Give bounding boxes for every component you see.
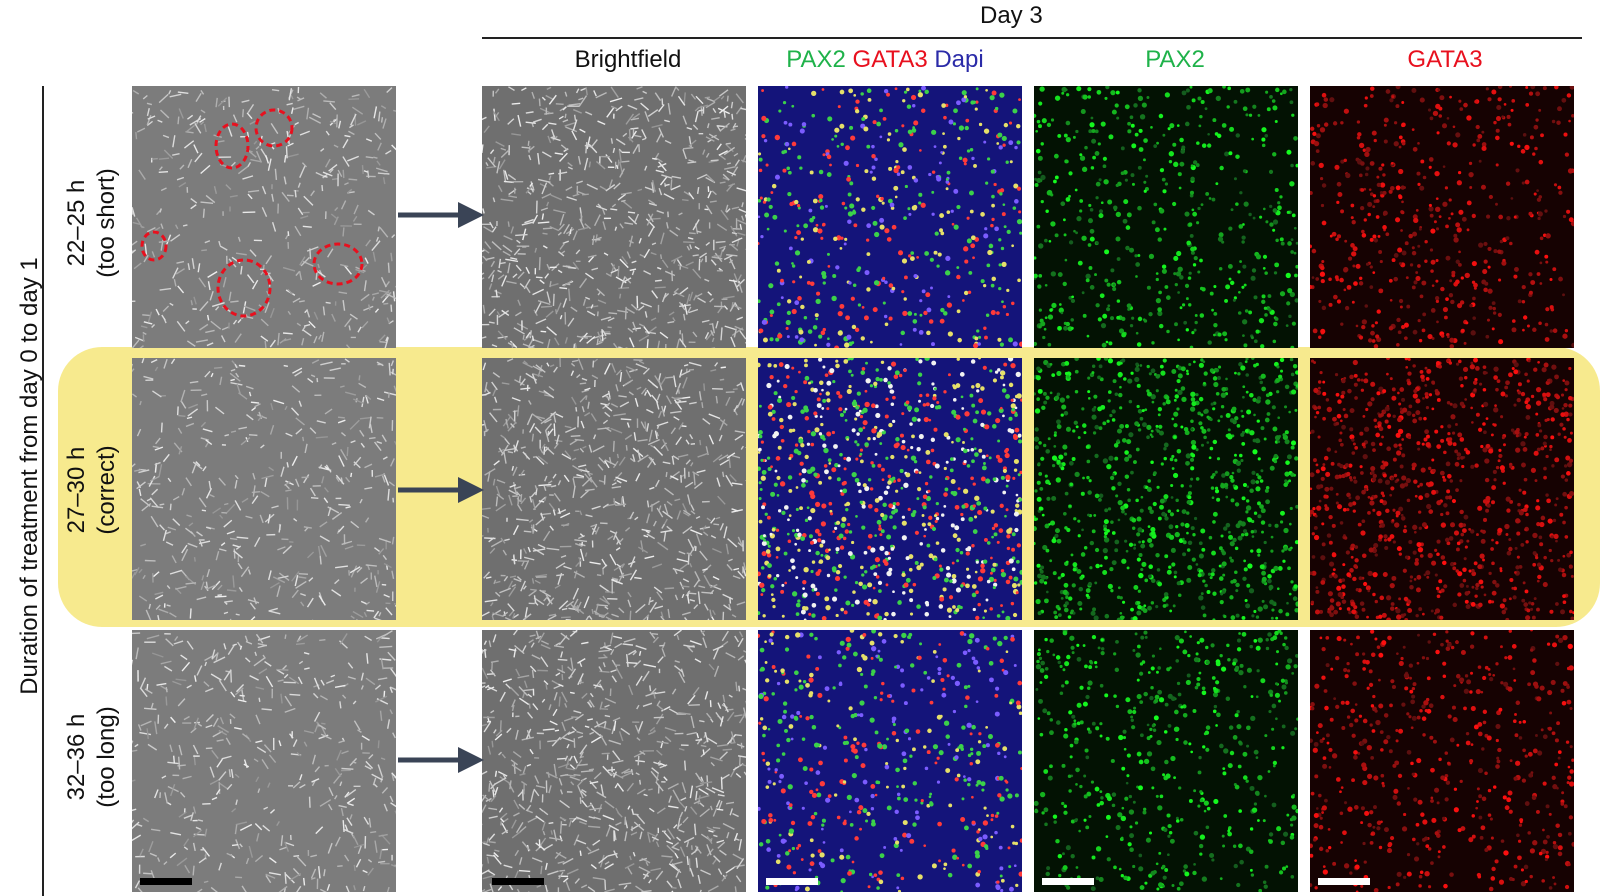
image-gata3-row-2: [1310, 630, 1574, 892]
image-pax2-row-2: [1034, 630, 1298, 892]
scale-bar-brightfield: [492, 878, 544, 885]
row-label-1-line1: 27–30 h: [63, 446, 90, 534]
day-3-title: Day 3: [980, 2, 1043, 29]
col-header-brightfield: Brightfield: [574, 46, 682, 73]
row-label-0: 22–25 h (too short): [62, 93, 122, 353]
colony-outline-4: [312, 242, 364, 286]
image-pax2-row-0: [1034, 86, 1298, 348]
merge-label-dapi: Dapi: [927, 46, 984, 73]
image-brightfield-row-2: [482, 630, 746, 892]
merge-label-pax2: PAX2: [786, 46, 846, 73]
colony-outline-2: [140, 230, 168, 262]
image-gata3-row-0: [1310, 86, 1574, 348]
row-label-1-line2: (correct): [93, 445, 120, 535]
image-merge-row-0: [758, 86, 1022, 348]
merge-label-gata3: GATA3: [845, 46, 928, 73]
image-brightfield-row-0: [482, 86, 746, 348]
colony-outline-1: [254, 108, 294, 148]
colony-outline-0: [214, 122, 250, 170]
axis-rule: [42, 86, 44, 896]
row-label-0-line2: (too short): [93, 168, 120, 278]
row-label-2-line2: (too long): [93, 706, 120, 808]
scale-bar-merge: [766, 878, 818, 885]
row-label-0-line1: 22–25 h: [63, 179, 90, 267]
row-label-2: 32–36 h (too long): [62, 627, 122, 887]
scale-bar-day1: [140, 878, 192, 885]
scale-bar-gata3: [1318, 878, 1370, 885]
image-day1-phase-row-2: [132, 630, 396, 892]
col-header-pax2: PAX2: [1145, 46, 1205, 73]
col-header-merge: PAX2 GATA3 Dapi: [760, 46, 1010, 74]
arrow-icon-row-2: [398, 747, 484, 773]
image-merge-row-2: [758, 630, 1022, 892]
row-label-2-line1: 32–36 h: [63, 713, 90, 801]
colony-outline-3: [216, 258, 272, 318]
image-brightfield-row-1: [482, 358, 746, 620]
day-3-rule: [482, 37, 1582, 39]
image-gata3-row-1: [1310, 358, 1574, 620]
image-merge-row-1: [758, 358, 1022, 620]
arrow-icon-row-0: [398, 202, 484, 228]
col-header-gata3: GATA3: [1407, 46, 1483, 73]
image-day1-phase-row-1: [132, 358, 396, 620]
image-day1-phase-row-0: [132, 86, 396, 348]
axis-label: Duration of treatment from day 0 to day …: [16, 257, 43, 695]
scale-bar-pax2: [1042, 878, 1094, 885]
arrow-icon-row-1: [398, 477, 484, 503]
image-pax2-row-1: [1034, 358, 1298, 620]
row-label-1: 27–30 h (correct): [62, 360, 122, 620]
